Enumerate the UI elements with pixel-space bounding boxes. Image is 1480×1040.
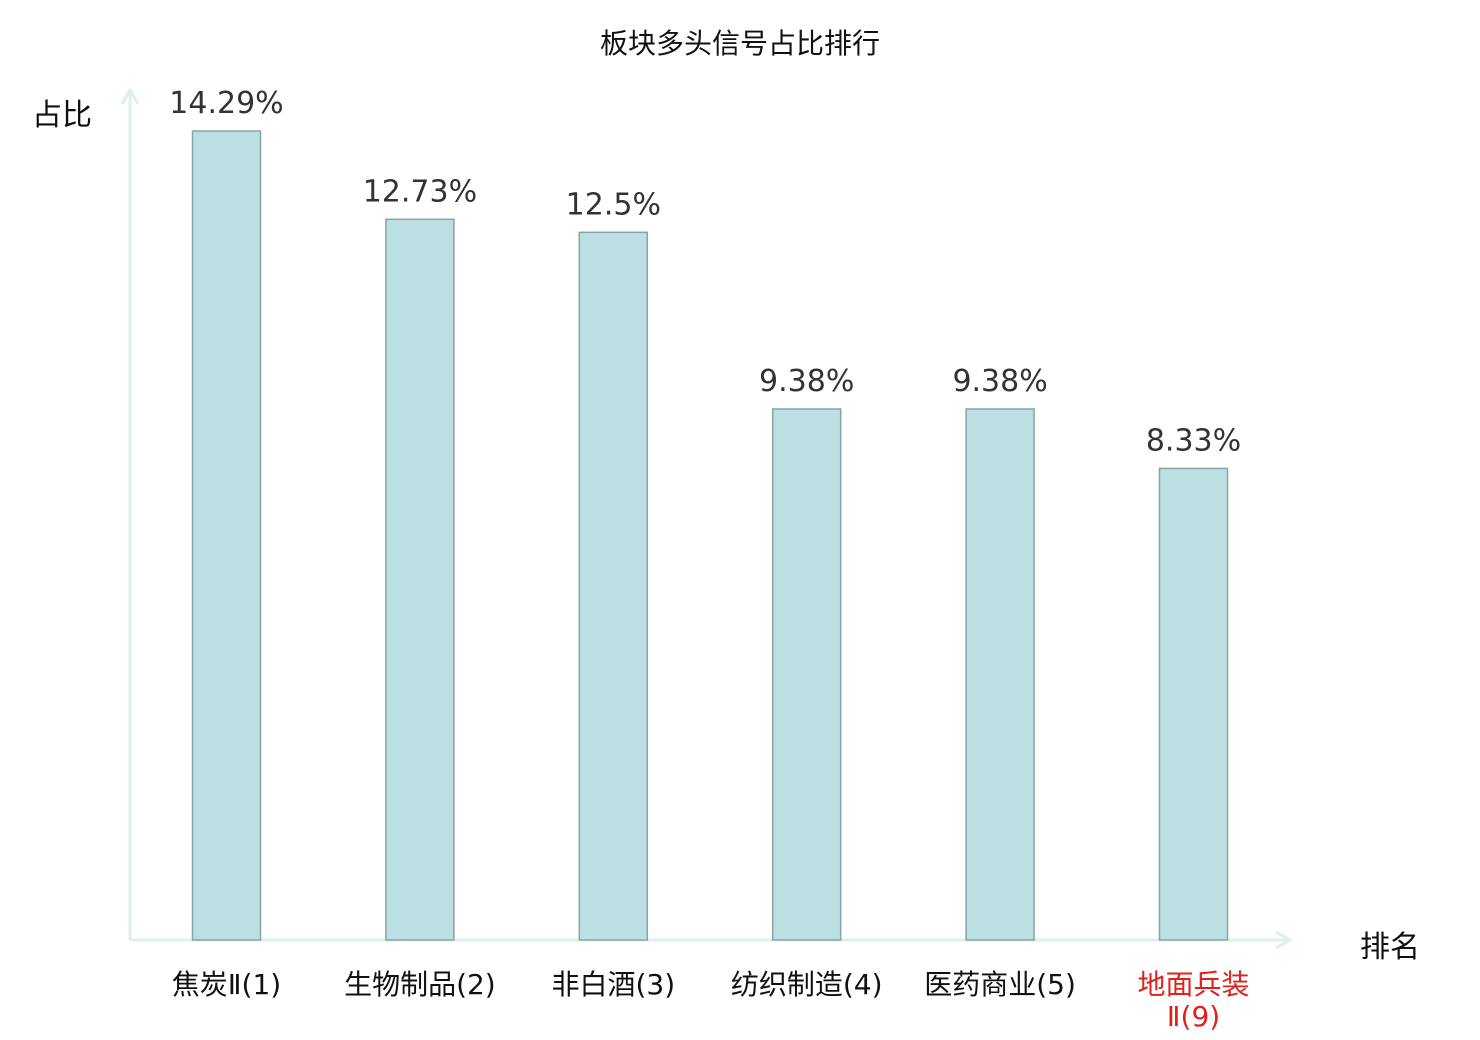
x-tick-label: 生物制品(2) (344, 968, 496, 1001)
data-label: 8.33% (1146, 423, 1241, 458)
chart-title: 板块多头信号占比排行 (599, 27, 880, 60)
x-tick-label: 纺织制造(4) (731, 968, 883, 1001)
data-label: 12.5% (566, 187, 661, 222)
data-label: 9.38% (759, 364, 854, 399)
x-axis-arrow (1275, 930, 1294, 950)
bar (1158, 467, 1229, 941)
x-tick-label: 非白酒(3) (551, 968, 675, 1001)
y-axis-arrow (120, 86, 140, 105)
y-axis-label: 占比 (32, 98, 92, 133)
bar (965, 408, 1035, 941)
x-axis-label: 排名 (1360, 930, 1420, 965)
x-tick-label: 焦炭Ⅱ(1) (172, 968, 281, 1001)
bar (385, 218, 455, 941)
bar (578, 231, 649, 941)
bar (771, 408, 842, 941)
data-label: 14.29% (169, 86, 283, 121)
x-tick-label: Ⅱ(9) (1167, 1000, 1220, 1033)
bar (191, 130, 262, 941)
data-label: 12.73% (363, 174, 477, 209)
x-tick-label: 地面兵装 (1137, 968, 1249, 1001)
x-tick-label: 医药商业(5) (924, 968, 1076, 1001)
data-label: 9.38% (952, 364, 1047, 399)
